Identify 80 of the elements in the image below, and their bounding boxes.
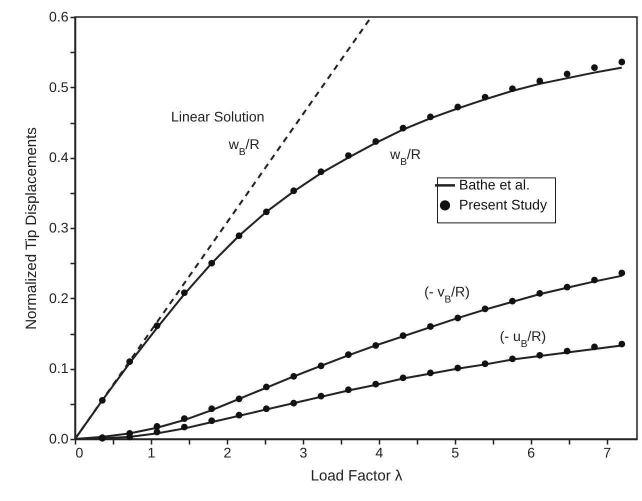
point xyxy=(318,392,324,400)
point xyxy=(509,298,516,304)
point xyxy=(372,138,380,145)
point xyxy=(427,370,434,376)
point xyxy=(400,124,406,132)
y-tick-label: 0.6 xyxy=(49,8,69,24)
point xyxy=(236,232,242,240)
x-tick-label: 6 xyxy=(527,444,536,460)
annotation: (- v$_{B}$/R) xyxy=(424,284,470,306)
point xyxy=(318,362,324,370)
point xyxy=(509,355,516,362)
point xyxy=(290,187,298,194)
point xyxy=(618,270,626,276)
point xyxy=(318,168,324,176)
y-tick-label: 0.0 xyxy=(49,430,69,446)
y-tick-label: 0.5 xyxy=(49,78,69,95)
point xyxy=(400,374,406,382)
point xyxy=(482,306,488,312)
y-axis-title: Normalized Tip Displacements xyxy=(23,127,40,330)
x-tick-label: 3 xyxy=(299,444,308,460)
point xyxy=(372,342,380,349)
point xyxy=(181,289,188,296)
point xyxy=(345,351,352,358)
point xyxy=(536,78,544,84)
point xyxy=(290,400,298,406)
point xyxy=(263,405,270,412)
point xyxy=(181,415,188,422)
point xyxy=(618,340,626,348)
point xyxy=(290,373,298,380)
point xyxy=(372,380,380,388)
point xyxy=(564,70,570,78)
point xyxy=(208,417,216,424)
x-tick-label: 2 xyxy=(223,444,232,460)
x-tick-label: 0 xyxy=(76,444,84,460)
y-tick-label: 0.4 xyxy=(49,149,69,166)
point xyxy=(345,386,352,394)
point xyxy=(154,322,160,330)
point xyxy=(591,64,598,71)
point xyxy=(345,152,352,159)
point xyxy=(263,208,270,216)
point xyxy=(208,260,216,267)
annotation: w$_{B}$/R xyxy=(228,136,260,158)
x-tick-label: 4 xyxy=(375,444,384,460)
point xyxy=(181,424,188,430)
point xyxy=(208,405,216,412)
point xyxy=(591,276,598,284)
legend-label: Bathe et al. xyxy=(459,176,530,192)
y-tick-label: 0.3 xyxy=(49,220,69,236)
point xyxy=(536,290,544,297)
point xyxy=(482,94,488,101)
point xyxy=(126,358,134,365)
point xyxy=(98,396,106,404)
point xyxy=(236,412,242,418)
x-axis-title: Load Factor λ xyxy=(310,468,403,484)
point xyxy=(400,332,406,339)
point xyxy=(509,85,516,92)
point xyxy=(564,348,570,354)
annotation: (- u$_{B}$/R) xyxy=(500,328,546,350)
x-tick-label: 5 xyxy=(451,444,460,460)
point xyxy=(427,323,434,330)
point xyxy=(454,104,462,110)
point xyxy=(536,352,544,359)
x-tick-label: 7 xyxy=(603,444,612,460)
legend-label: Present Study xyxy=(459,196,547,212)
point xyxy=(236,396,242,402)
point xyxy=(154,428,160,436)
point xyxy=(618,58,626,66)
annotation: Linear Solution xyxy=(171,108,264,124)
point xyxy=(427,114,434,120)
point xyxy=(154,422,160,430)
point xyxy=(482,360,488,368)
point xyxy=(263,384,270,390)
annotation: w$_{B}$/R xyxy=(389,146,421,168)
point xyxy=(454,364,462,372)
point xyxy=(591,344,598,350)
point xyxy=(454,314,462,322)
x-tick-label: 1 xyxy=(148,444,156,460)
y-tick-label: 0.2 xyxy=(49,290,69,306)
y-tick-label: 0.1 xyxy=(49,360,69,376)
point xyxy=(564,284,570,290)
